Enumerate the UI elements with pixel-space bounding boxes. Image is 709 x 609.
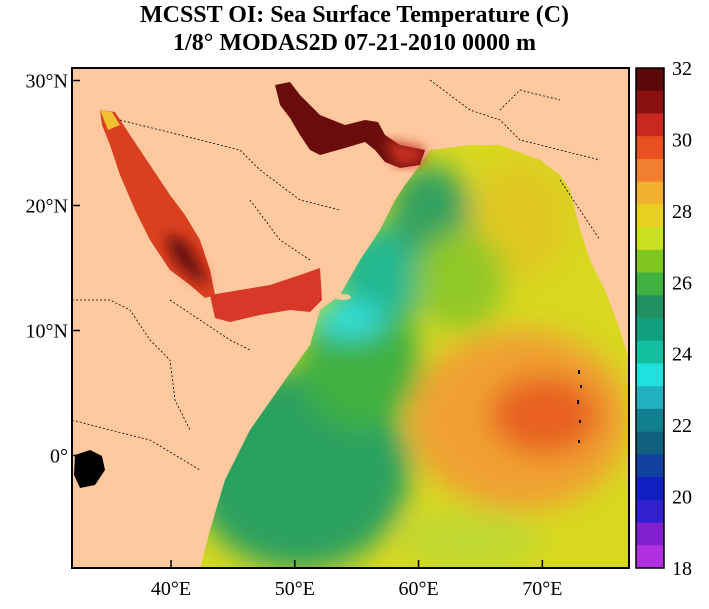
colorbar-swatch bbox=[636, 408, 664, 433]
gulf-of-oman bbox=[385, 140, 425, 165]
chart-subtitle: 1/8° MODAS2D 07-21-2010 0000 m bbox=[173, 30, 536, 56]
sst-south-yellow bbox=[400, 510, 540, 568]
lat-tick-label: 20°N bbox=[26, 196, 68, 218]
colorbar-swatch bbox=[636, 181, 664, 205]
colorbar-label: 18 bbox=[672, 558, 692, 580]
red-sea-hot-south bbox=[165, 235, 208, 285]
longitude-axis: 40°E 50°E 60°E 70°E bbox=[151, 560, 562, 600]
lon-tick-label: 40°E bbox=[151, 578, 191, 600]
lon-tick-label: 70°E bbox=[522, 578, 562, 600]
colorbar bbox=[635, 67, 665, 569]
red-sea-north-tip bbox=[100, 110, 120, 130]
chart-title: MCSST OI: Sea Surface Temperature (C) bbox=[139, 2, 570, 28]
colorbar-label: 24 bbox=[672, 344, 692, 366]
map-plot-area bbox=[72, 68, 629, 568]
map-frame bbox=[71, 67, 630, 569]
colorbar-swatch bbox=[636, 431, 664, 455]
gulf-of-aden bbox=[210, 268, 322, 322]
maldives-islands bbox=[577, 370, 582, 443]
colorbar-swatch bbox=[636, 204, 664, 228]
colorbar-swatch bbox=[636, 113, 664, 137]
colorbar-swatch bbox=[636, 227, 664, 251]
latitude-axis: 30°N 20°N 10°N 0° bbox=[26, 71, 80, 468]
colorbar-labels: 32 30 28 26 24 22 20 18 bbox=[672, 58, 692, 580]
colorbar-label: 32 bbox=[672, 58, 692, 80]
colorbar-swatch bbox=[636, 136, 664, 160]
colorbar-swatch bbox=[636, 522, 664, 546]
colorbar-frame bbox=[635, 67, 665, 569]
colorbar-swatch bbox=[636, 454, 664, 478]
colorbar-swatch bbox=[636, 499, 664, 524]
colorbar-swatch bbox=[636, 272, 664, 296]
lake-victoria bbox=[74, 450, 105, 488]
colorbar-label: 28 bbox=[672, 201, 692, 223]
colorbar-swatch bbox=[636, 295, 664, 319]
country-borders bbox=[72, 79, 601, 471]
colorbar-swatch bbox=[636, 340, 664, 364]
colorbar-swatch bbox=[636, 68, 664, 92]
lon-tick-label: 60°E bbox=[398, 578, 438, 600]
colorbar-swatch bbox=[636, 318, 664, 342]
colorbar-label: 30 bbox=[672, 129, 692, 151]
colorbar-swatch bbox=[636, 386, 664, 410]
colorbar-label: 22 bbox=[672, 415, 692, 437]
colorbar-swatch bbox=[636, 477, 664, 501]
lat-tick-label: 10°N bbox=[26, 321, 68, 343]
persian-gulf bbox=[275, 82, 425, 168]
colorbar-label: 20 bbox=[672, 487, 692, 509]
colorbar-swatch bbox=[636, 545, 664, 569]
lon-tick-label: 50°E bbox=[275, 578, 315, 600]
colorbar-swatch bbox=[636, 90, 664, 114]
sst-warm-core bbox=[490, 375, 600, 455]
colorbar-swatch bbox=[636, 363, 664, 387]
sst-coldest-patch bbox=[315, 302, 385, 338]
lat-tick-label: 0° bbox=[50, 446, 68, 468]
sst-central-green bbox=[415, 230, 505, 330]
socotra-island bbox=[335, 294, 351, 300]
colorbar-label: 26 bbox=[672, 272, 692, 294]
colorbar-swatch bbox=[636, 249, 664, 274]
lat-tick-label: 30°N bbox=[26, 71, 68, 93]
colorbar-swatch bbox=[636, 158, 664, 183]
